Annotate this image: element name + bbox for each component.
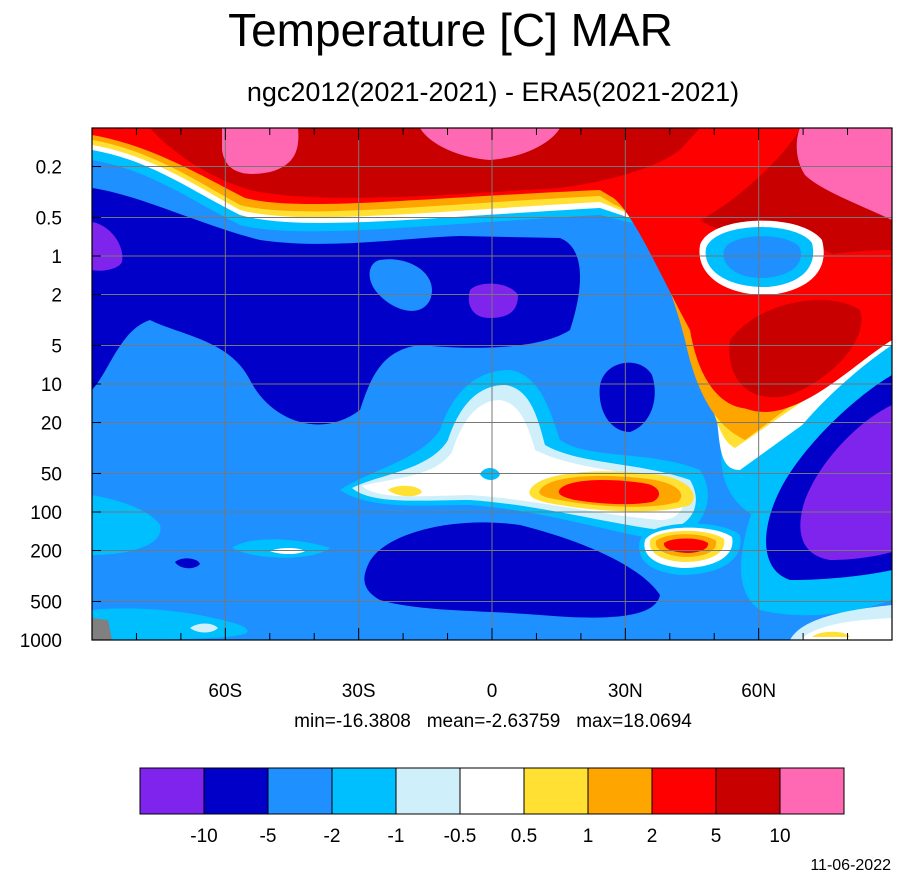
region-north-violet [800,405,892,560]
colorbar-swatch [459,767,525,815]
x-tick-label: 0 [487,681,498,702]
region-tropics-yellow-left [388,485,422,497]
region-pink-center [420,128,560,160]
y-tick-label: 20 [41,414,62,435]
colorbar-label: -1 [388,826,405,847]
region-strat-cold-gap [369,259,432,311]
colorbar-label: 5 [711,826,722,847]
contour-field [92,128,892,640]
x-tick-label: 30N [608,681,643,702]
region-north-surface-yellow [812,631,850,637]
colorbar-label: 2 [647,826,658,847]
colorbar [139,767,845,815]
colorbar-swatch [331,767,397,815]
colorbar-swatch [203,767,269,815]
region-blob-30n [599,362,655,432]
y-tick-label: 1000 [20,631,62,652]
colorbar-label: -10 [190,826,217,847]
chart-title: Temperature [C] MAR [228,4,673,56]
colorbar-swatch [395,767,461,815]
region-missing-data [92,618,112,640]
region-mid-dark-red-block [729,300,862,398]
region-tropics-warm-red [558,479,660,505]
colorbar-swatch [267,767,333,815]
region-upper-red [92,128,892,409]
x-axis-labels: 60S 30S 0 30N 60N [208,681,776,702]
colorbar-label: 0.5 [511,826,537,847]
region-strat-cold-mass [92,188,580,425]
region-tropics-cyan-dot [480,468,500,480]
region-surface-pale [190,623,218,633]
colorbar-swatch [139,767,205,815]
stat-min: min=-16.3808 [294,711,411,732]
x-tick-label: 60N [741,681,776,702]
chart-subtitle: ngc2012(2021-2021) - ERA5(2021-2021) [246,77,740,107]
stats-line: min=-16.3808 mean=-2.63759 max=18.0694 [0,710,901,734]
region-violet-equator [468,283,518,318]
stat-mean: mean=-2.63759 [426,711,561,732]
region-cold-pocket-core [723,236,801,279]
y-tick-label: 50 [41,464,62,485]
date-stamp: 11-06-2022 [810,857,891,874]
y-tick-label: 100 [30,503,62,524]
region-dark-dot [175,558,200,569]
colorbar-label: -2 [324,826,341,847]
region-violet-left [92,222,123,271]
region-left-low-cyan [92,495,161,555]
axis-ticks [92,128,849,641]
y-tick-label: 1 [51,247,62,268]
colorbar-swatch [715,767,781,815]
colorbar-swatch [523,767,589,815]
colorbar-label: -0.5 [444,826,477,847]
x-tick-label: 30S [342,681,376,702]
stat-max: max=18.0694 [576,711,692,732]
region-tropo-cold-mass [364,522,660,618]
y-tick-label: 5 [51,336,62,357]
y-tick-label: 10 [41,375,62,396]
y-tick-label: 2 [51,286,62,307]
colorbar-labels: -10 -5 -2 -1 -0.5 0.5 1 2 5 10 [190,826,790,847]
region-subtrop-red [663,538,709,553]
colorbar-swatch [779,767,845,815]
grid-lines [92,128,892,641]
y-tick-label: 500 [30,592,62,613]
colorbar-label: -5 [260,826,277,847]
x-tick-label: 60S [208,681,242,702]
colorbar-swatch [651,767,717,815]
y-tick-label: 200 [30,542,62,563]
y-tick-label: 0.5 [36,208,62,229]
colorbar-label: 10 [769,826,790,847]
region-pink-right [796,128,892,220]
y-axis-labels: 0.2 0.5 1 2 5 10 20 50 100 200 500 1000 [20,158,62,652]
y-tick-label: 0.2 [36,158,62,179]
colorbar-label: 1 [583,826,594,847]
region-pink-left [222,128,299,174]
colorbar-swatch [587,767,653,815]
